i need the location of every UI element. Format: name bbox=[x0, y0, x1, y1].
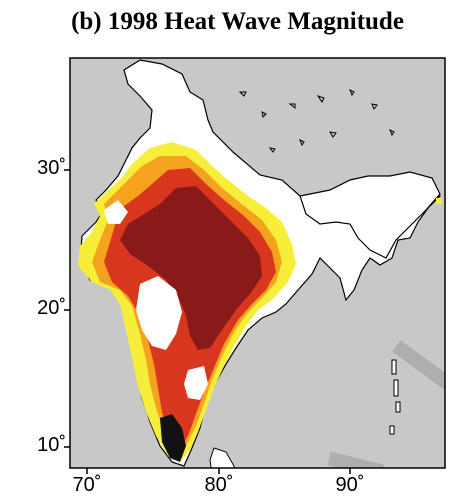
lat-ticks bbox=[64, 169, 70, 448]
gap-central bbox=[136, 276, 182, 350]
lon-label-80: 80˚ bbox=[204, 474, 234, 496]
andaman-islands bbox=[389, 359, 401, 435]
gap-northwest bbox=[104, 200, 128, 224]
lon-ticks bbox=[86, 468, 351, 474]
ne-spot bbox=[436, 198, 442, 204]
lat-label-20: 20˚ bbox=[37, 297, 66, 319]
region-very-high bbox=[120, 186, 262, 350]
region-extreme bbox=[160, 414, 186, 462]
watermark-strokes bbox=[327, 340, 445, 468]
gap-south bbox=[184, 366, 208, 400]
lon-label-70: 70˚ bbox=[72, 474, 102, 496]
map-frame bbox=[69, 57, 446, 469]
north-lakes bbox=[238, 88, 395, 153]
lat-label-30: 30˚ bbox=[37, 157, 66, 179]
map-title: (b) 1998 Heat Wave Magnitude bbox=[71, 8, 404, 35]
lon-label-90: 90˚ bbox=[335, 474, 365, 496]
lat-label-10: 10˚ bbox=[37, 434, 66, 456]
sri-lanka-land bbox=[209, 447, 235, 468]
northeast-land bbox=[299, 171, 441, 259]
